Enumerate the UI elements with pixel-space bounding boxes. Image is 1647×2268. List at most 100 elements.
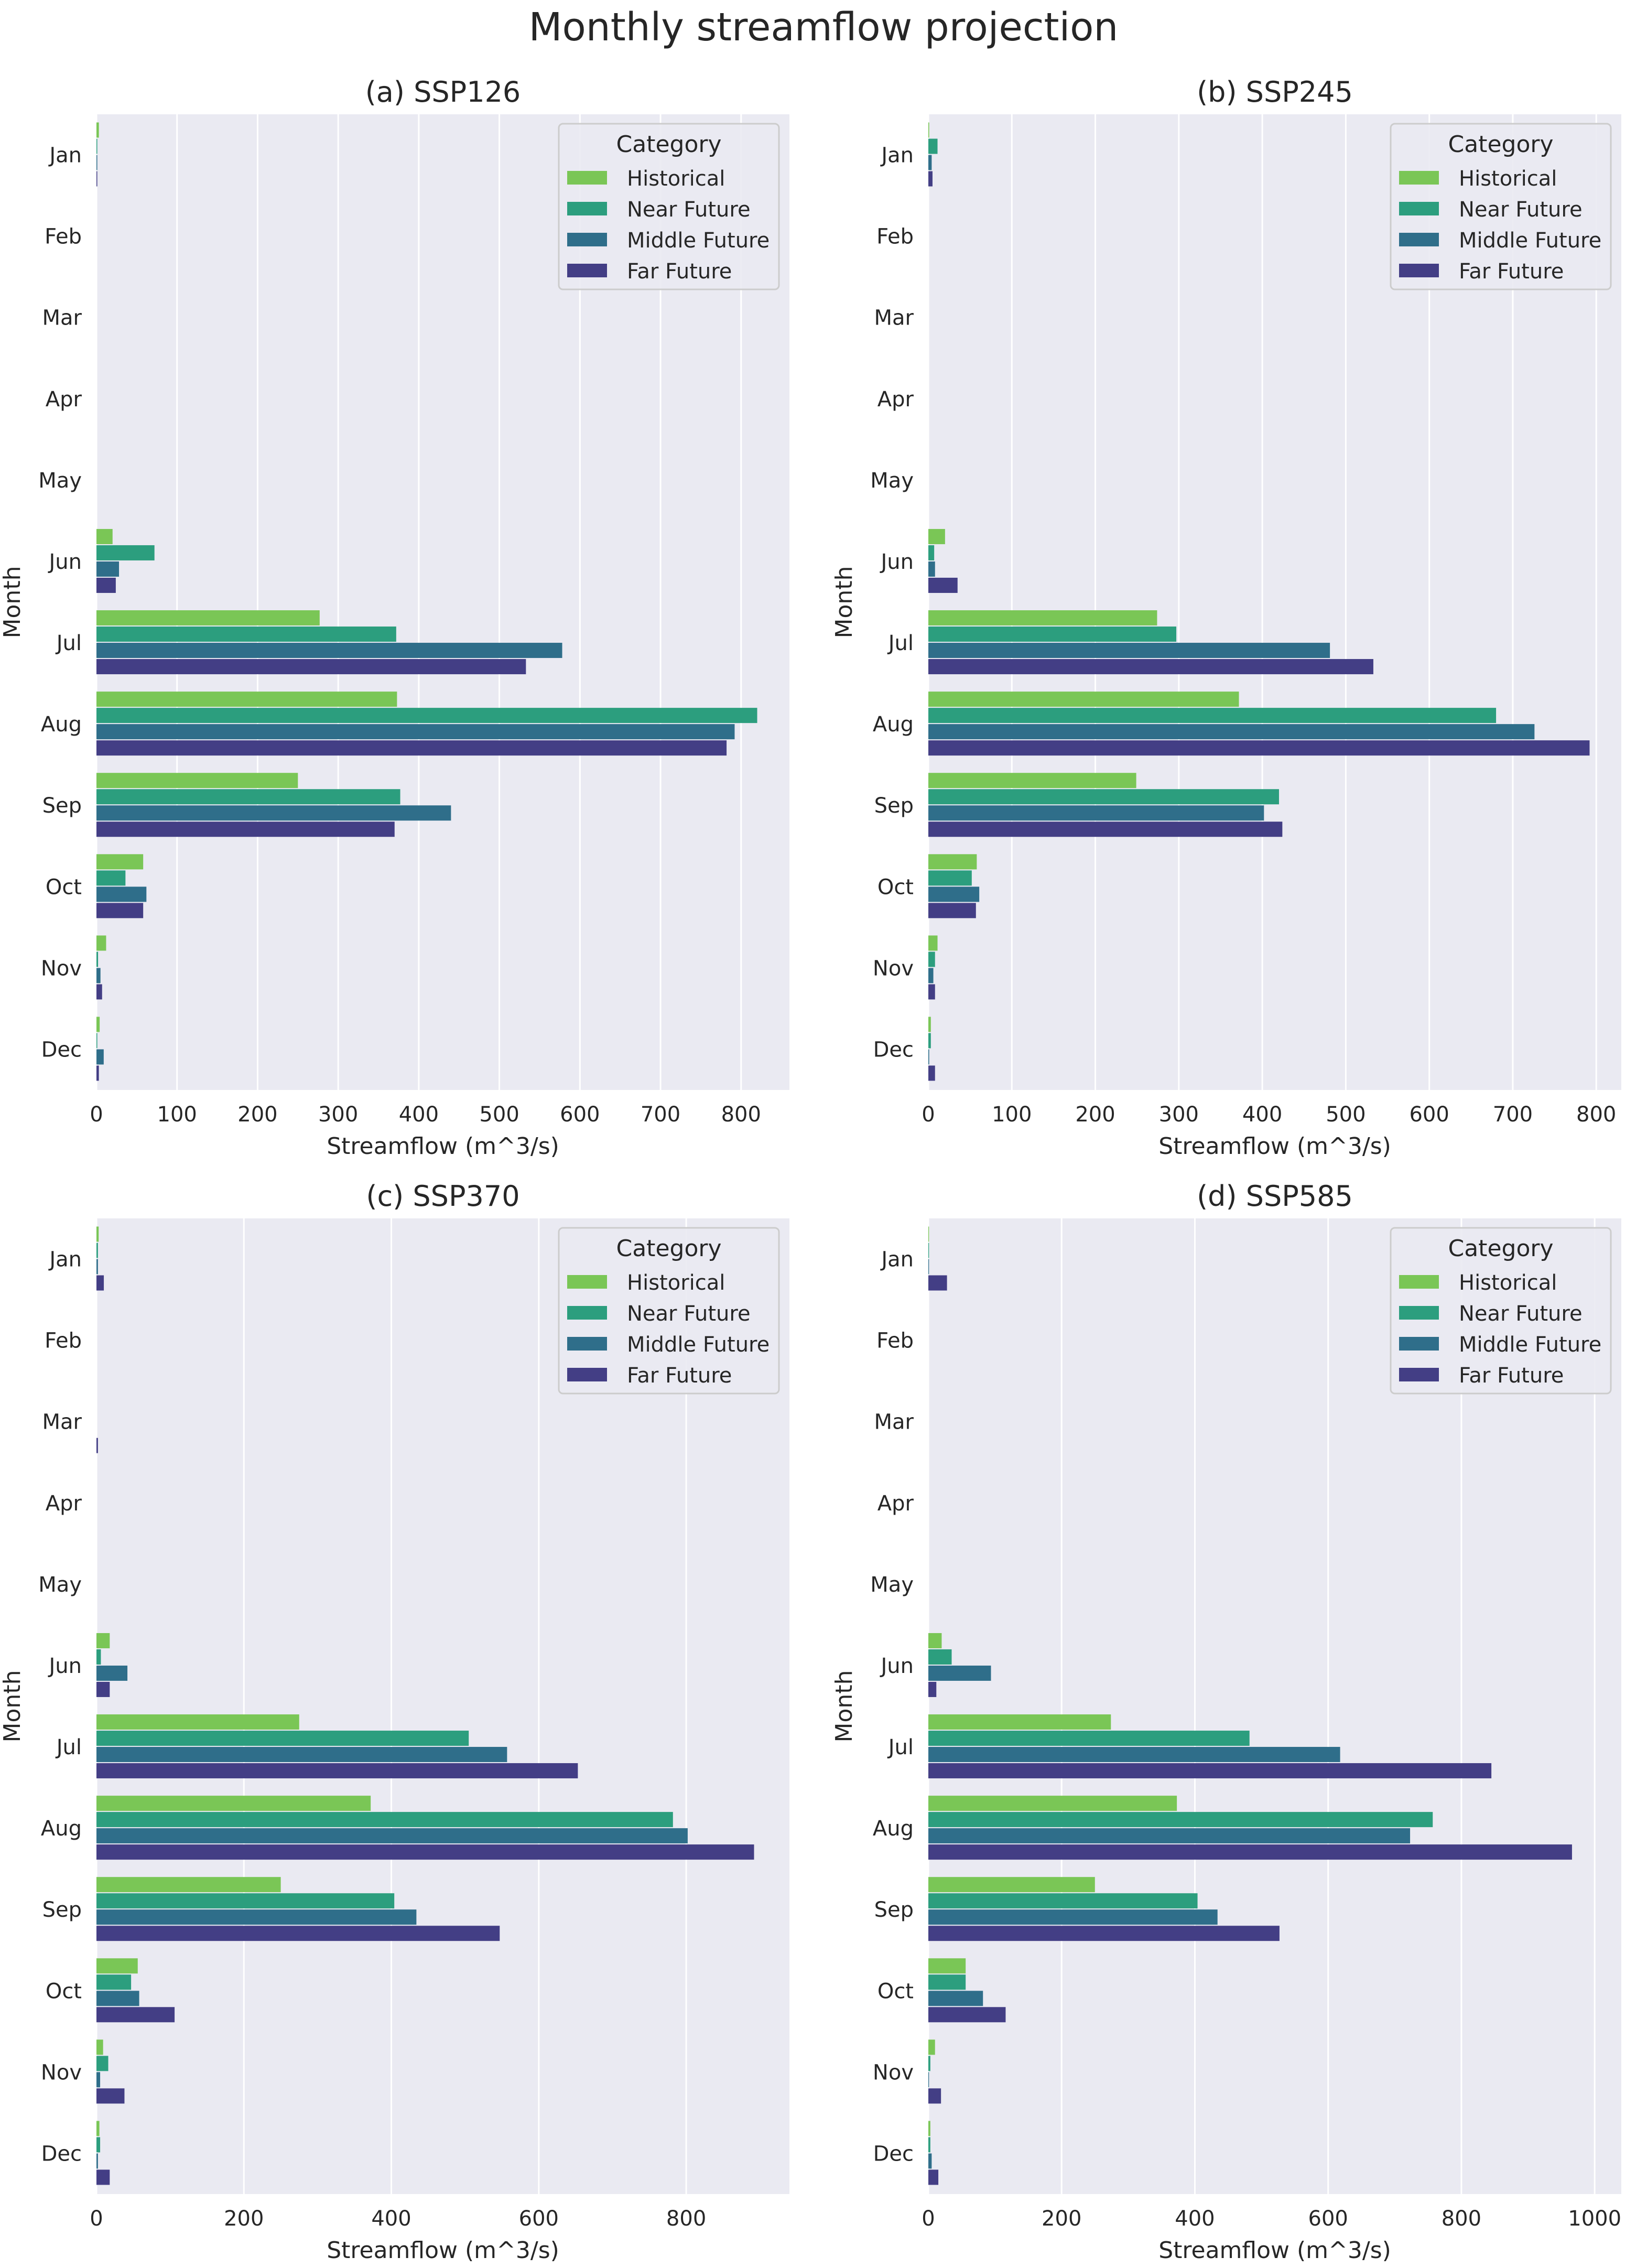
legend-swatch: [567, 1275, 607, 1289]
y-tick-label: Apr: [46, 1492, 82, 1516]
y-tick-label: May: [38, 1573, 82, 1597]
y-tick-label: Aug: [873, 712, 914, 737]
x-tick-label: 600: [1409, 1103, 1449, 1127]
bar: [928, 740, 1590, 756]
y-tick-label: Jan: [880, 144, 914, 168]
bar: [928, 1633, 942, 1648]
y-tick-label: Jan: [48, 144, 82, 168]
bar: [928, 935, 938, 951]
bar: [96, 692, 397, 707]
bar: [928, 1049, 929, 1065]
y-tick-label: Sep: [874, 1898, 914, 1922]
legend-swatch: [567, 233, 607, 246]
bar: [96, 1033, 97, 1049]
bar: [928, 708, 1497, 723]
legend-label: Middle Future: [1459, 1333, 1601, 1357]
legend-swatch: [567, 1306, 607, 1320]
panel-title: (a) SSP126: [365, 75, 521, 109]
bar: [928, 1812, 1433, 1828]
panel-2: 0 100 200 300 400 500 600 700 800 Jan Feb Mar Apr May…: [831, 75, 1621, 1160]
x-tick-label: 800: [666, 2207, 706, 2231]
x-tick-label: 0: [922, 2207, 935, 2231]
bar: [96, 2007, 175, 2023]
bar: [96, 1438, 98, 1453]
legend-label: Far Future: [1459, 1364, 1564, 1388]
bar: [928, 1844, 1572, 1860]
bar: [96, 2039, 103, 2055]
bar: [928, 1958, 966, 1974]
x-tick-label: 0: [90, 1103, 103, 1127]
bar: [96, 773, 298, 789]
y-tick-label: Mar: [42, 306, 82, 330]
legend-swatch: [1399, 202, 1439, 215]
bar: [96, 740, 727, 756]
legend-label: Middle Future: [1459, 229, 1601, 253]
bar: [96, 935, 106, 951]
y-tick-label: Mar: [874, 306, 914, 330]
bar: [928, 528, 945, 544]
y-tick-label: Jan: [880, 1248, 914, 1272]
y-tick-label: Dec: [873, 1038, 914, 1062]
bar: [96, 1763, 578, 1779]
x-tick-label: 500: [1326, 1103, 1366, 1127]
legend-label: Middle Future: [627, 229, 770, 253]
bar: [928, 2072, 929, 2088]
bar: [96, 1049, 104, 1065]
bar: [928, 171, 933, 187]
bar: [96, 968, 101, 984]
series-historical: [96, 1226, 371, 2136]
bar: [928, 2056, 930, 2071]
bar: [96, 1259, 98, 1275]
bar: [928, 2088, 941, 2104]
x-tick-label: 1000: [1568, 2207, 1621, 2231]
bar: [928, 2137, 930, 2153]
bar: [96, 659, 526, 675]
y-tick-label: Jul: [55, 631, 82, 655]
legend-label: Far Future: [627, 260, 732, 284]
bar: [96, 577, 116, 593]
legend-swatch: [1399, 1306, 1439, 1320]
bar: [96, 1909, 417, 1925]
series-historical: [96, 122, 397, 1032]
bar: [928, 1893, 1198, 1909]
y-axis-label: Month: [831, 1670, 858, 1743]
bar: [928, 1747, 1340, 1763]
x-tick-label: 200: [1075, 1103, 1115, 1127]
y-tick-label: Jul: [55, 1735, 82, 1759]
y-tick-label: Apr: [877, 387, 914, 412]
y-tick-label: Aug: [41, 1817, 82, 1841]
series-historical: [928, 122, 1239, 1032]
series-near-future: [928, 1243, 1433, 2153]
bar: [96, 1893, 395, 1909]
bar: [928, 854, 977, 870]
bar: [96, 1731, 469, 1746]
bar: [96, 984, 102, 1000]
legend-box: [1390, 123, 1612, 290]
bar: [96, 1714, 299, 1730]
bar: [928, 903, 976, 919]
x-tick-label: 600: [560, 1103, 600, 1127]
x-tick-label: 600: [519, 2207, 559, 2231]
bar: [96, 2137, 101, 2153]
y-tick-label: Nov: [41, 956, 82, 980]
bar: [928, 1991, 983, 2006]
bar: [96, 708, 757, 723]
bar: [96, 887, 147, 902]
bar: [96, 561, 120, 577]
bar: [928, 1714, 1111, 1730]
bar: [928, 659, 1373, 675]
bar: [928, 724, 1535, 740]
x-axis-label: Streamflow (m^3/s): [1158, 1133, 1391, 1160]
x-tick-label: 500: [479, 1103, 519, 1127]
x-tick-label: 700: [1493, 1103, 1533, 1127]
y-tick-label: Oct: [46, 1979, 82, 2003]
bar: [96, 545, 155, 560]
y-tick-label: Apr: [46, 387, 82, 412]
y-tick-label: Sep: [874, 794, 914, 818]
legend-label: Historical: [1459, 1271, 1557, 1295]
bar: [96, 1665, 128, 1681]
bar: [928, 1926, 1280, 1941]
panel-title: (d) SSP585: [1197, 1180, 1353, 1213]
panel-3: 0 200 400 600 800 Jan Feb Mar Apr May Jun Jul Aug Sep…: [0, 1180, 789, 2264]
